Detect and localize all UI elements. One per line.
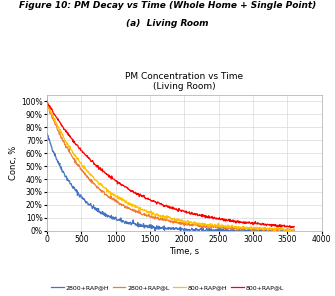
800+RAP@H: [191, 222, 195, 225]
2800+RAP@H: [292, 229, 296, 232]
2800+RAP@L: [252, 229, 256, 233]
2800+RAP@L: [157, 218, 161, 221]
Title: PM Concentration vs Time
(Living Room): PM Concentration vs Time (Living Room): [125, 72, 243, 91]
Y-axis label: Conc, %: Conc, %: [9, 146, 18, 180]
2800+RAP@L: [191, 222, 195, 226]
800+RAP@H: [272, 229, 276, 233]
2800+RAP@H: [157, 227, 161, 231]
800+RAP@H: [210, 223, 214, 227]
Line: 2800+RAP@L: 2800+RAP@L: [47, 103, 294, 231]
X-axis label: Time, s: Time, s: [169, 247, 199, 256]
Text: Figure 10: PM Decay vs Time (Whole Home + Single Point): Figure 10: PM Decay vs Time (Whole Home …: [19, 1, 316, 10]
Line: 800+RAP@L: 800+RAP@L: [47, 100, 294, 228]
800+RAP@H: [45, 101, 49, 104]
800+RAP@L: [109, 176, 113, 179]
800+RAP@L: [157, 201, 161, 204]
800+RAP@H: [109, 191, 113, 194]
2800+RAP@L: [45, 102, 49, 105]
800+RAP@H: [292, 228, 296, 231]
800+RAP@L: [45, 98, 49, 102]
2800+RAP@H: [231, 229, 236, 233]
800+RAP@L: [288, 226, 292, 229]
2800+RAP@H: [45, 131, 49, 135]
2800+RAP@L: [109, 197, 113, 200]
Line: 800+RAP@H: 800+RAP@H: [47, 102, 294, 231]
2800+RAP@H: [210, 229, 214, 233]
2800+RAP@H: [109, 215, 113, 218]
2800+RAP@H: [89, 202, 93, 205]
2800+RAP@L: [89, 180, 93, 183]
2800+RAP@L: [231, 226, 235, 230]
800+RAP@H: [89, 173, 93, 176]
2800+RAP@L: [210, 224, 214, 228]
800+RAP@L: [292, 225, 296, 229]
2800+RAP@H: [191, 228, 195, 231]
800+RAP@H: [157, 214, 161, 218]
Legend: 2800+RAP@H, 2800+RAP@L, 800+RAP@H, 800+RAP@L: 2800+RAP@H, 2800+RAP@L, 800+RAP@H, 800+R…: [49, 282, 286, 293]
800+RAP@L: [231, 218, 235, 222]
2800+RAP@L: [292, 227, 296, 231]
Text: (a)  Living Room: (a) Living Room: [126, 19, 209, 28]
800+RAP@H: [231, 225, 235, 229]
800+RAP@L: [89, 159, 93, 163]
Line: 2800+RAP@H: 2800+RAP@H: [47, 133, 294, 231]
800+RAP@L: [210, 215, 214, 218]
2800+RAP@H: [188, 229, 192, 233]
800+RAP@L: [191, 212, 195, 215]
